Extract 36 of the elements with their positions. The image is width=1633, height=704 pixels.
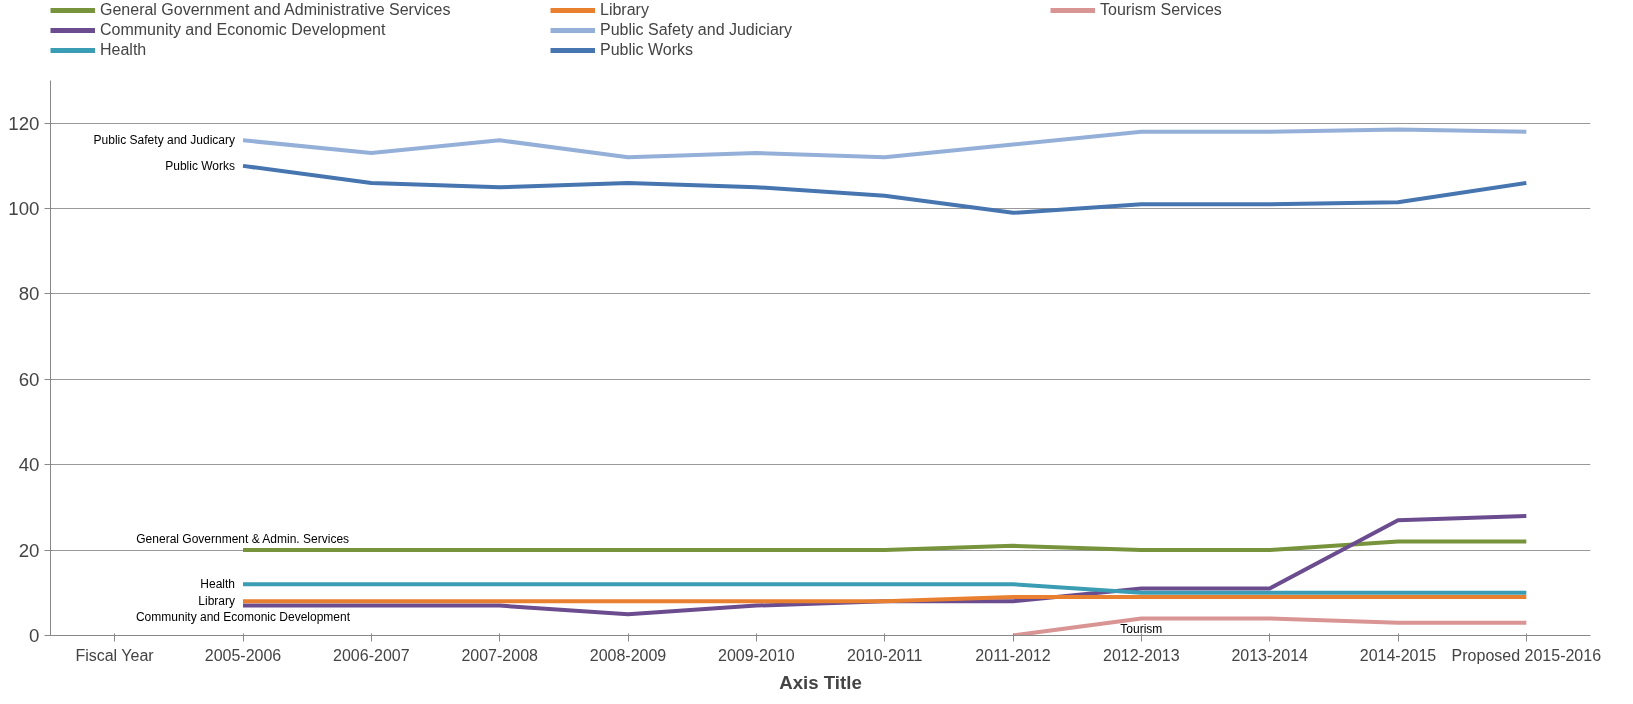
x-tick-label: 2013-2014 <box>1231 646 1309 664</box>
y-tick-label: 40 <box>18 454 40 476</box>
y-tick-label: 0 <box>29 625 40 646</box>
y-tick-label: 20 <box>18 539 40 561</box>
annotation: Public Works <box>165 158 235 173</box>
x-tick-label: 2005-2006 <box>204 646 282 664</box>
x-tick-label: 2011-2012 <box>975 646 1051 664</box>
line-series <box>241 127 1529 160</box>
annotation: Community and Ecomonic Development <box>135 609 351 624</box>
annotation: General Government & Admin. Services <box>136 532 350 547</box>
x-axis-title: Axis Title <box>779 671 862 693</box>
legend-label: Library <box>600 1 650 19</box>
x-tick-label: Fiscal Year <box>75 646 155 664</box>
legend-label: Health <box>100 41 148 59</box>
annotation: Health <box>200 577 235 592</box>
legend-label: Public Safety and Judiciary <box>600 21 794 39</box>
x-tick-label: 2012-2013 <box>1103 646 1180 664</box>
legend-label: Community and Economic Development <box>100 21 387 39</box>
x-tick-label: 2010-2011 <box>847 646 923 664</box>
x-tick-label: Proposed 2015-2016 <box>1451 646 1602 664</box>
x-tick-label: 2009-2010 <box>718 646 795 664</box>
y-tick-label: 60 <box>18 368 40 390</box>
annotation: Library <box>198 594 236 609</box>
legend-label: General Government and Administrative Services <box>100 1 452 19</box>
annotation: Public Safety and Judicary <box>93 133 236 148</box>
x-tick-label: 2008-2009 <box>589 646 667 664</box>
line-series <box>241 163 1529 215</box>
annotation: Tourism <box>1120 622 1163 637</box>
legend-label: Tourism Services <box>1100 1 1223 19</box>
y-tick-label: 100 <box>8 198 40 220</box>
x-tick-label: 2006-2007 <box>333 646 410 664</box>
y-tick-label: 80 <box>18 283 40 305</box>
y-tick-label: 120 <box>8 112 40 134</box>
x-tick-label: 2007-2008 <box>461 646 539 664</box>
x-tick-label: 2014-2015 <box>1359 646 1437 664</box>
legend-label: Public Works <box>600 41 695 59</box>
